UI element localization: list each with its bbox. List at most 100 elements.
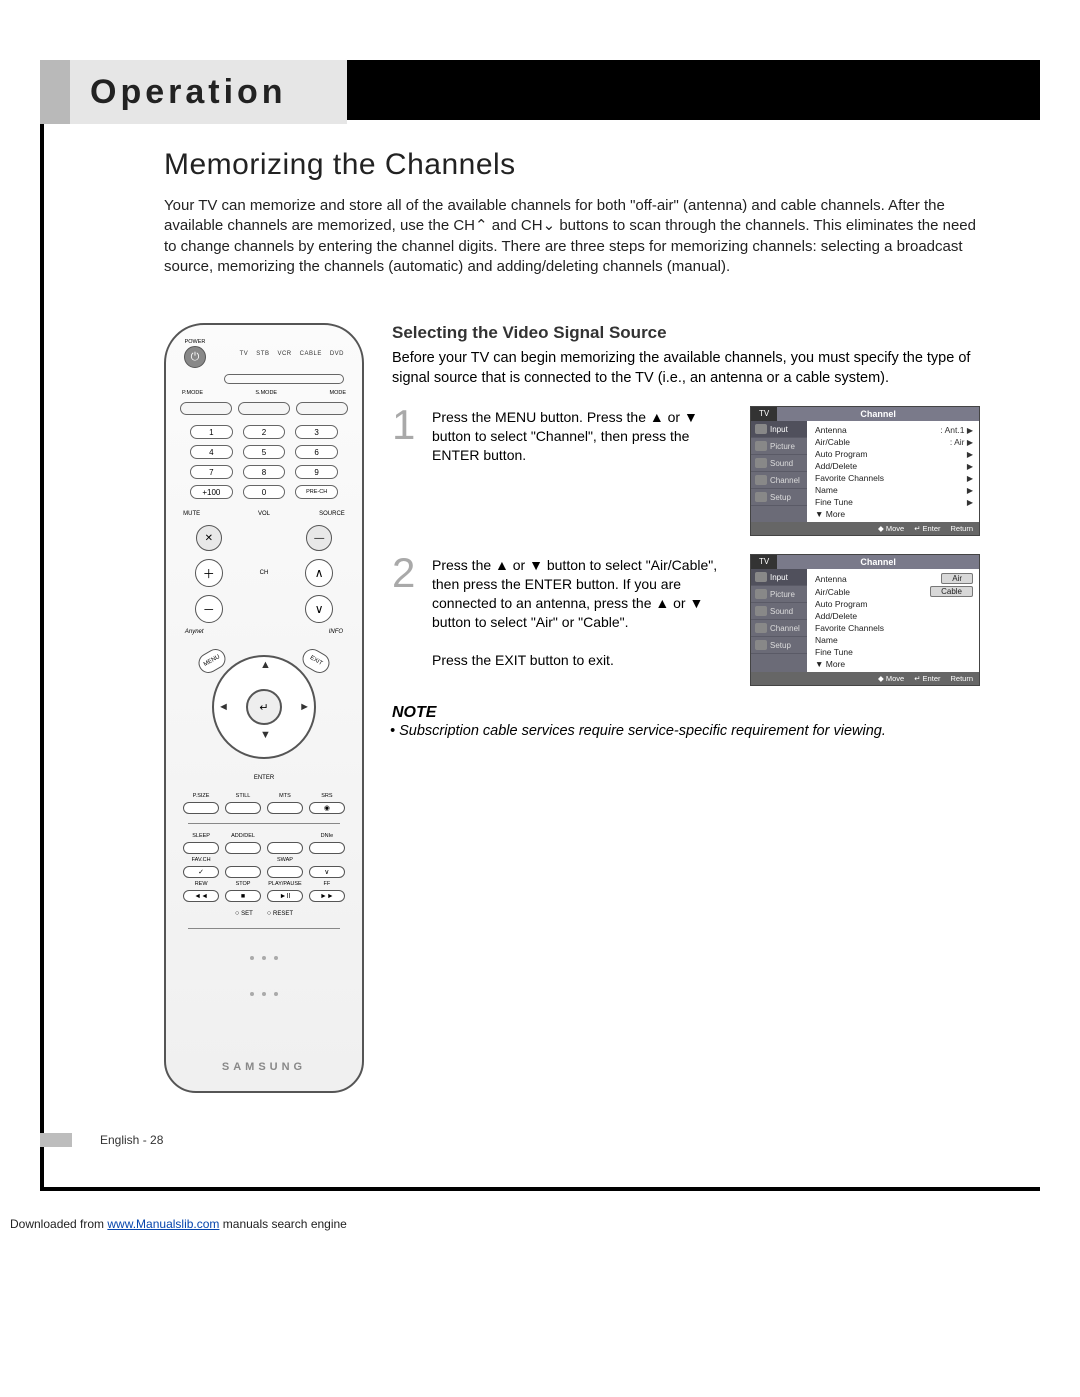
btn-blank-3: ∨	[309, 866, 345, 878]
rew-button: ◄◄	[183, 890, 219, 902]
step-2-text: Press the ▲ or ▼ button to select "Air/C…	[432, 554, 738, 686]
osd1-move: ◆ Move	[878, 524, 904, 533]
osd1-menu-row: Favorite Channels ▶	[815, 472, 973, 484]
osd2-side-input: Input	[751, 569, 807, 586]
still-button	[225, 802, 261, 814]
nav-left-icon: ◄	[218, 701, 229, 713]
device-stb: STB	[256, 351, 269, 357]
num-6: 6	[295, 445, 338, 459]
blank-label-2	[225, 857, 261, 863]
ff-button: ►►	[309, 890, 345, 902]
osd2-menu-row: AntennaAir	[815, 572, 973, 585]
osd1-menu-row: Add/Delete ▶	[815, 460, 973, 472]
subsection-intro: Before your TV can begin memorizing the …	[392, 349, 980, 388]
download-link[interactable]: www.Manualslib.com	[107, 1217, 219, 1231]
download-post: manuals search engine	[219, 1217, 346, 1231]
favch-button: ✓	[183, 866, 219, 878]
num-7: 7	[190, 465, 233, 479]
sleep-button	[183, 842, 219, 854]
osd1-title: Channel	[777, 407, 979, 421]
smode-label: S.MODE	[255, 390, 277, 396]
info-label: INFO	[329, 629, 343, 635]
osd1-side-input-label: Input	[770, 425, 788, 434]
ch-down: ∨	[305, 595, 333, 623]
osd2-menu-row: Air/CableCable	[815, 585, 973, 598]
blank-label-1	[267, 833, 303, 839]
set-label: SET	[235, 910, 253, 917]
osd2-side-setup: Setup	[751, 637, 807, 654]
adddel-button	[225, 842, 261, 854]
nav-up-icon: ▲	[260, 659, 271, 671]
nav-pad: MENU EXIT ▲ ▼ ◄ ► ↵	[204, 647, 324, 767]
osd1-list: Antenna: Ant.1 ▶Air/Cable: Air ▶Auto Pro…	[807, 421, 979, 522]
subsection-title: Selecting the Video Signal Source	[392, 323, 980, 343]
step-2-number: 2	[392, 554, 420, 686]
power-button: ⏻	[184, 346, 206, 368]
osd2-side-picture: Picture	[751, 586, 807, 603]
step-2-main-text: Press the ▲ or ▼ button to select "Air/C…	[432, 557, 717, 630]
num-4: 4	[190, 445, 233, 459]
num-3: 3	[295, 425, 338, 439]
manual-page: Operation Memorizing the Channels Your T…	[40, 60, 1040, 1191]
ch-up: ∧	[305, 559, 333, 587]
step-2: 2 Press the ▲ or ▼ button to select "Air…	[392, 554, 980, 686]
num-1: 1	[190, 425, 233, 439]
device-slider	[224, 374, 344, 384]
osd1-side-input: Input	[751, 421, 807, 438]
play-label: PLAY/PAUSE	[267, 881, 303, 887]
dnie-button	[309, 842, 345, 854]
mts-label: MTS	[267, 793, 303, 799]
page-footer: English - 28	[44, 1133, 1040, 1147]
num-2: 2	[243, 425, 286, 439]
osd2-sidebar: Input Picture Sound Channel Setup	[751, 569, 807, 672]
vol-down: －	[195, 595, 223, 623]
dnie-label: DNIe	[309, 833, 345, 839]
osd1-menu-row: Fine Tune ▶	[815, 496, 973, 508]
osd2-side-sound: Sound	[751, 603, 807, 620]
smode-button	[238, 402, 290, 415]
osd1-footer: ◆ Move ↵ Enter Return	[751, 522, 979, 535]
content-area: Memorizing the Channels Your TV can memo…	[44, 124, 1040, 1093]
remote-brand: SAMSUNG	[222, 1061, 306, 1073]
step-1-text: Press the MENU button. Press the ▲ or ▼ …	[432, 406, 738, 536]
mode-button	[296, 402, 348, 415]
num-5: 5	[243, 445, 286, 459]
osd1-menu-row: Air/Cable: Air ▶	[815, 436, 973, 448]
osd1-sidebar: Input Picture Sound Channel Setup	[751, 421, 807, 522]
nav-right-icon: ►	[299, 701, 310, 713]
osd2-title: Channel	[777, 555, 979, 569]
mode-label: MODE	[329, 390, 346, 396]
osd2-menu-row: Auto Program	[815, 598, 973, 610]
mode-buttons	[178, 402, 350, 415]
osd2-side-channel: Channel	[751, 620, 807, 637]
srs-label: SRS	[309, 793, 345, 799]
swap-button	[267, 866, 303, 878]
enter-button: ↵	[246, 689, 282, 725]
swap-label: SWAP	[267, 857, 303, 863]
osd1-enter: ↵ Enter	[914, 524, 940, 533]
note-heading: NOTE	[392, 704, 980, 722]
mode-labels: P.MODE S.MODE MODE	[178, 390, 350, 396]
anynet-label: Anynet	[185, 629, 204, 635]
sleep-label: SLEEP	[183, 833, 219, 839]
exit-button: EXIT	[299, 645, 333, 676]
play-button: ►II	[267, 890, 303, 902]
pmode-label: P.MODE	[182, 390, 203, 396]
mute-button: ✕	[196, 525, 222, 551]
osd-screenshot-1: TV Channel Input Picture Sound Channel S…	[750, 406, 980, 536]
mute-label: MUTE	[183, 511, 234, 517]
download-attribution: Downloaded from www.Manualslib.com manua…	[10, 1217, 1080, 1231]
osd1-return: Return	[950, 524, 973, 533]
set-reset-row: SET RESET	[235, 910, 293, 917]
osd1-side-setup: Setup	[751, 489, 807, 506]
osd2-menu-row: Name	[815, 634, 973, 646]
enter-label: ENTER	[254, 775, 274, 781]
step-1-number: 1	[392, 406, 420, 536]
osd2-menu-row: Fine Tune	[815, 646, 973, 658]
btn-blank-1	[267, 842, 303, 854]
header-gray-stub	[40, 60, 70, 124]
osd2-side-setup-label: Setup	[770, 641, 791, 650]
osd2-return: Return	[950, 674, 973, 683]
download-pre: Downloaded from	[10, 1217, 107, 1231]
osd2-menu-row: ▼ More	[815, 658, 973, 670]
